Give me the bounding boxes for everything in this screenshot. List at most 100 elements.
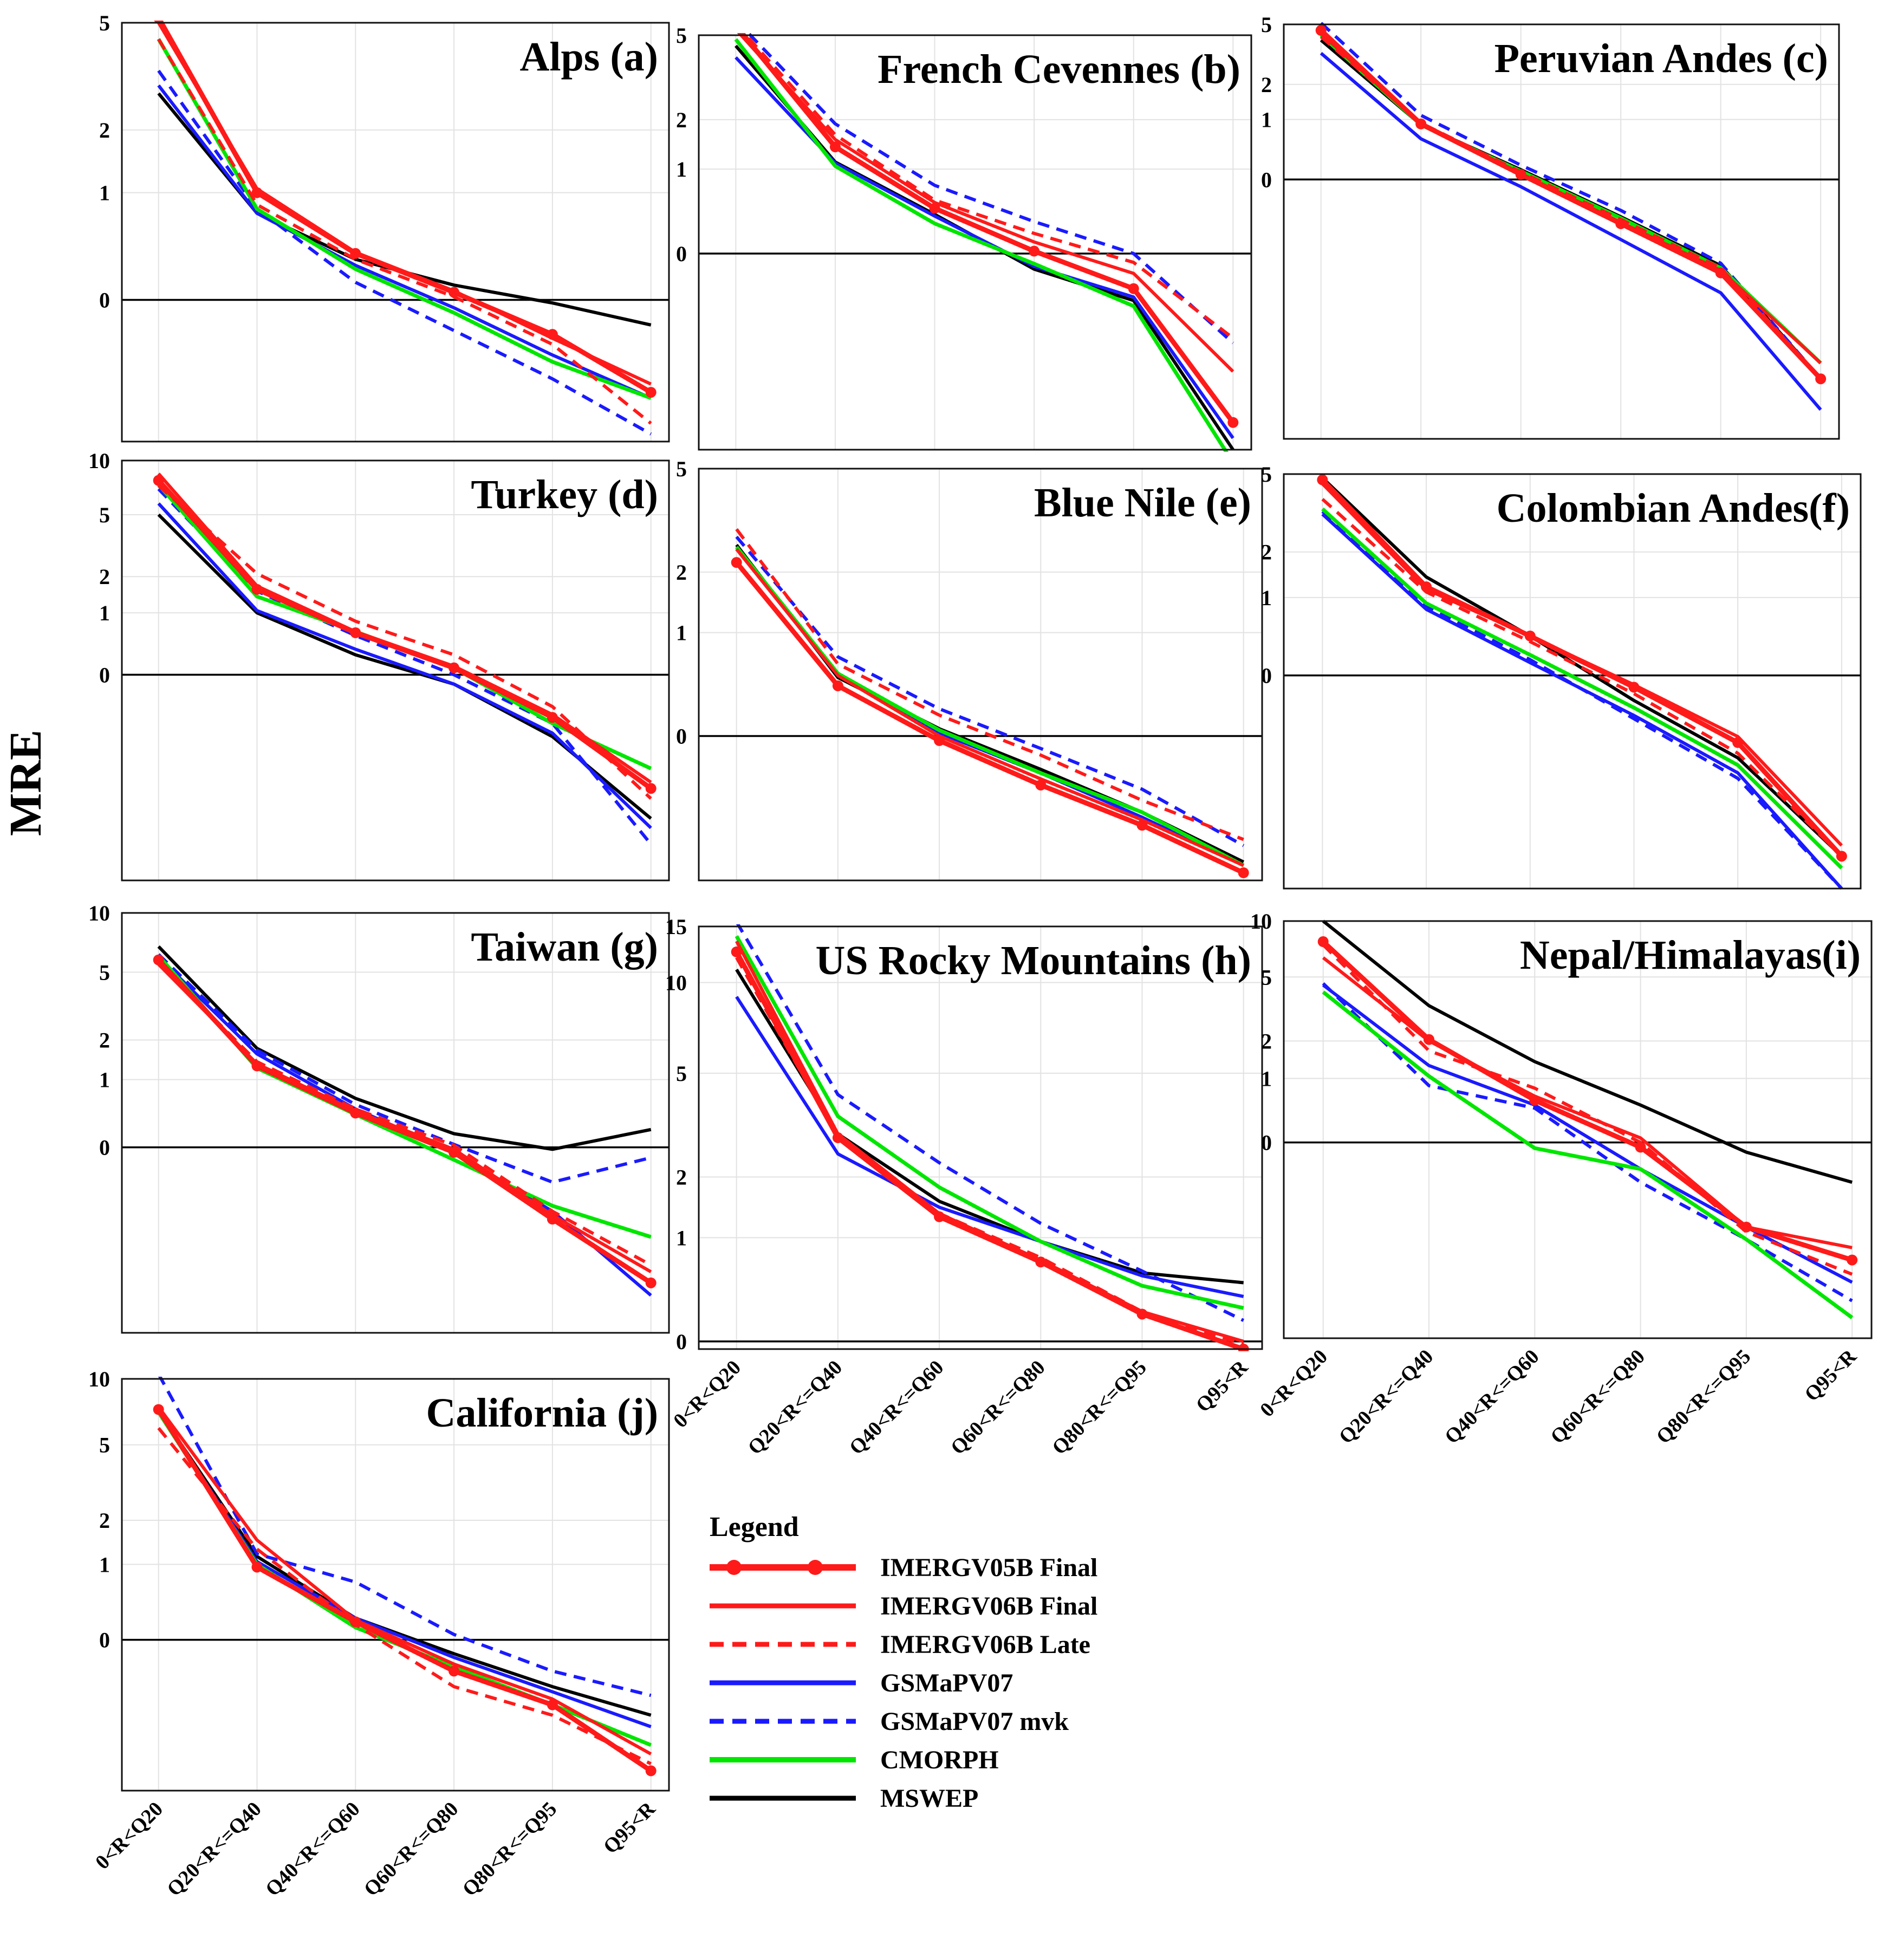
y-axis-label: MRE [1,730,51,836]
y-tick-label: 1 [676,157,687,182]
data-point [1628,682,1640,693]
legend-item: IMERGV06B Late [710,1630,1090,1659]
legend: Legend IMERGV05B Final IMERGV06B Final IMER… [710,1512,1097,1813]
y-tick-label: 2 [99,565,110,589]
data-point [1847,1254,1858,1266]
y-tick-label: 5 [99,503,110,527]
panel-title: French Cevennes (b) [878,47,1240,92]
data-point [251,584,263,595]
y-tick-label: 0 [1261,1131,1272,1155]
data-point [1317,474,1328,485]
y-tick-label: 5 [99,1433,110,1457]
x-tick-label: 0<R<Q20 [669,1356,745,1433]
x-tick-label: Q80<R<=Q95 [458,1798,562,1901]
series-line-gsmapv07 [1321,513,1843,890]
data-point [1128,283,1139,294]
x-tick-label: Q40<R<=Q60 [261,1798,365,1901]
y-tick-label: 5 [676,1061,687,1086]
legend-label: GSMaPV07 [880,1669,1013,1697]
series-group [153,945,657,1297]
series-line-imergv05b-final [157,21,652,394]
series-line-gsmapv07-mvk [157,953,652,1184]
data-point [1740,1221,1752,1233]
y-tick-label: 5 [99,11,110,35]
series-line-gsmapv07-mvk [735,535,1245,847]
data-point [1317,936,1329,948]
series-line-mswep [157,945,652,1151]
y-tick-label: 0 [99,663,110,687]
series-line-imergv05b-final [1319,28,1823,381]
series-line-imergv06b-late [157,962,652,1267]
plot-area [122,23,669,442]
y-tick-label: 2 [1261,540,1272,565]
series-line-gsmapv07 [1320,51,1822,411]
series-line-cmorph [734,38,1229,452]
series-line-cmorph [157,38,652,400]
x-tick-label: 0<R<Q20 [1256,1345,1332,1422]
y-tick-label: 10 [88,1367,110,1391]
y-tick-label: 5 [676,23,687,48]
panel-title: California (j) [426,1390,658,1436]
series-line-imergv05b-final [156,1408,653,1773]
panel-5: 5 2 1 0 Blue Nile (e) [676,457,1263,882]
y-tick-label: 10 [88,901,110,925]
legend-item: CMORPH [710,1746,999,1774]
data-point [829,141,841,153]
y-tick-label: 1 [99,1068,110,1092]
data-point [1715,267,1726,278]
x-tick-label: Q60<R<=Q80 [946,1356,1050,1460]
data-point [731,946,742,957]
data-point [1524,630,1536,641]
data-point [1836,851,1847,862]
y-tick-label: 0 [676,1330,687,1354]
y-tick-label: 1 [676,621,687,645]
data-point [547,712,558,723]
y-tick-label: 0 [1261,664,1272,688]
data-point [1035,1256,1047,1268]
plot-area [699,469,1262,880]
data-point [449,1665,460,1677]
data-point [153,954,164,965]
y-tick-label: 2 [676,108,687,132]
y-tick-label: 0 [99,1136,110,1160]
y-tick-label: 2 [1261,1029,1272,1053]
legend-marker [808,1560,823,1575]
y-tick-label: 0 [1261,167,1272,192]
x-tick-label: Q95<R [1800,1345,1861,1406]
series-line-imergv06b-final [157,1406,652,1756]
y-tick-label: 1 [1261,108,1272,132]
y-tick-label: 1 [1261,1067,1272,1091]
plot-frame [698,925,1263,1350]
data-point [1415,118,1427,129]
x-tick-label: Q60<R<=Q80 [360,1798,463,1901]
data-point [251,1060,263,1072]
legend-title: Legend [710,1512,799,1542]
data-point [251,187,263,198]
y-tick-label: 10 [1250,909,1272,934]
plot-frame [1283,920,1873,1339]
plot-frame [121,912,670,1334]
series-line-cmorph [1322,990,1854,1319]
panel-title: Peruvian Andes (c) [1494,36,1828,81]
x-tick-label: 0<R<Q20 [91,1798,167,1874]
x-tick-label: Q80<R<=Q95 [1048,1356,1151,1460]
legend-label: CMORPH [880,1746,999,1774]
data-point [153,475,164,486]
series-line-mswep [1322,919,1853,1184]
y-tick-label: 2 [676,560,687,585]
data-point [449,287,460,298]
series-line-gsmapv07 [1322,983,1853,1284]
legend-item: GSMaPV07 [710,1669,1013,1697]
data-point [449,1146,460,1158]
series-line-imergv05b-final [738,33,1235,424]
panel-title: Alps (a) [520,34,658,80]
data-point [1635,1142,1646,1153]
series-line-gsmapv07 [735,996,1244,1298]
plot-frame [121,22,670,443]
data-point [645,1277,657,1288]
y-tick-label: 5 [676,457,687,481]
